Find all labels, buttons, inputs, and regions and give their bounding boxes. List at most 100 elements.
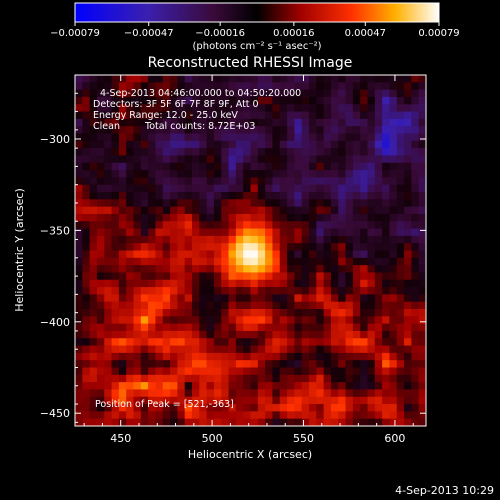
heatmap-cell bbox=[96, 199, 105, 208]
heatmap-cell bbox=[396, 301, 405, 310]
heatmap-cell bbox=[411, 199, 420, 208]
heatmap-cell bbox=[294, 374, 303, 383]
heatmap-cell bbox=[111, 367, 120, 376]
heatmap-cell bbox=[170, 118, 178, 127]
heatmap-cell bbox=[301, 352, 310, 361]
heatmap-cell bbox=[75, 192, 83, 200]
heatmap-cell bbox=[184, 309, 193, 317]
heatmap-cell bbox=[411, 294, 420, 303]
heatmap-cell bbox=[272, 396, 281, 405]
heatmap-cell bbox=[221, 279, 229, 288]
heatmap-cell bbox=[309, 177, 317, 186]
heatmap-cell bbox=[155, 323, 164, 332]
heatmap-cell bbox=[404, 396, 412, 405]
heatmap-cell bbox=[287, 126, 295, 134]
heatmap-cell bbox=[126, 418, 134, 426]
heatmap-cell bbox=[243, 418, 251, 426]
heatmap-cell bbox=[140, 382, 149, 390]
heatmap-cell bbox=[367, 279, 376, 288]
heatmap-cell bbox=[294, 126, 303, 134]
heatmap-cell bbox=[140, 316, 149, 325]
heatmap-cell bbox=[162, 177, 171, 186]
heatmap-cell bbox=[265, 192, 273, 200]
heatmap-cell bbox=[126, 213, 134, 222]
heatmap-cell bbox=[294, 338, 303, 346]
heatmap-cell bbox=[345, 184, 354, 193]
heatmap-cell bbox=[184, 243, 193, 251]
heatmap-cell bbox=[243, 287, 251, 295]
heatmap-cell bbox=[418, 272, 426, 281]
heatmap-cell bbox=[411, 367, 420, 376]
heatmap-cell bbox=[382, 294, 390, 303]
heatmap-cell bbox=[382, 228, 390, 237]
y-tick-label: −450 bbox=[40, 407, 70, 420]
heatmap-cell bbox=[82, 199, 91, 208]
heatmap-cell bbox=[272, 235, 281, 244]
heatmap-cell bbox=[404, 404, 412, 412]
heatmap-cell bbox=[338, 213, 346, 222]
heatmap-cell bbox=[199, 265, 208, 273]
heatmap-cell bbox=[345, 155, 354, 164]
heatmap-cell bbox=[301, 184, 310, 193]
heatmap-cell bbox=[126, 177, 134, 186]
heatmap-cell bbox=[104, 162, 112, 171]
heatmap-cell bbox=[382, 389, 390, 398]
heatmap-cell bbox=[265, 162, 273, 171]
heatmap-cell bbox=[213, 192, 222, 200]
heatmap-cell bbox=[96, 374, 105, 383]
heatmap-cell bbox=[411, 287, 420, 295]
heatmap-cell bbox=[111, 162, 120, 171]
heatmap-cell bbox=[213, 228, 222, 237]
heatmap-cell bbox=[396, 221, 405, 229]
heatmap-cell bbox=[133, 279, 142, 288]
heatmap-cell bbox=[162, 323, 171, 332]
heatmap-cell bbox=[418, 89, 426, 98]
heatmap-cell bbox=[89, 206, 98, 215]
heatmap-cell bbox=[352, 330, 361, 339]
heatmap-cell bbox=[360, 294, 368, 303]
heatmap-cell bbox=[162, 140, 171, 149]
colorbar bbox=[74, 2, 440, 23]
heatmap-cell bbox=[323, 316, 332, 325]
heatmap-cell bbox=[177, 374, 186, 383]
heatmap-cell bbox=[382, 206, 390, 215]
heatmap-cell bbox=[213, 257, 222, 266]
heatmap-cell bbox=[389, 140, 398, 149]
heatmap-cell bbox=[301, 265, 310, 273]
heatmap-cell bbox=[162, 265, 171, 273]
heatmap-cell bbox=[294, 330, 303, 339]
heatmap-cell bbox=[221, 272, 229, 281]
heatmap-cell bbox=[272, 162, 281, 171]
heatmap-cell bbox=[309, 404, 317, 412]
heatmap-cell bbox=[118, 250, 127, 259]
heatmap-cell bbox=[257, 382, 266, 390]
heatmap-cell bbox=[104, 118, 112, 127]
heatmap-cell bbox=[396, 140, 405, 149]
heatmap-cell bbox=[418, 177, 426, 186]
heatmap-cell bbox=[294, 140, 303, 149]
heatmap-cell bbox=[82, 404, 91, 412]
heatmap-cell bbox=[330, 287, 339, 295]
heatmap-cell bbox=[199, 228, 208, 237]
heatmap-cell bbox=[118, 382, 127, 390]
heatmap-cell bbox=[89, 265, 98, 273]
heatmap-cell bbox=[396, 96, 405, 105]
heatmap-cell bbox=[184, 411, 193, 420]
heatmap-cell bbox=[374, 265, 383, 273]
heatmap-cell bbox=[345, 235, 354, 244]
heatmap-cell bbox=[199, 133, 208, 142]
heatmap-cell bbox=[140, 294, 149, 303]
heatmap-cell bbox=[301, 294, 310, 303]
heatmap-cell bbox=[287, 82, 295, 91]
heatmap-cell bbox=[389, 279, 398, 288]
heatmap-cell bbox=[213, 287, 222, 295]
heatmap-cell bbox=[257, 111, 266, 120]
heatmap-cell bbox=[338, 250, 346, 259]
heatmap-cell bbox=[133, 294, 142, 303]
heatmap-cell bbox=[396, 396, 405, 405]
heatmap-cell bbox=[89, 411, 98, 420]
heatmap-cell bbox=[352, 374, 361, 383]
heatmap-cell bbox=[374, 170, 383, 178]
heatmap-cell bbox=[111, 199, 120, 208]
heatmap-cell bbox=[192, 213, 200, 222]
